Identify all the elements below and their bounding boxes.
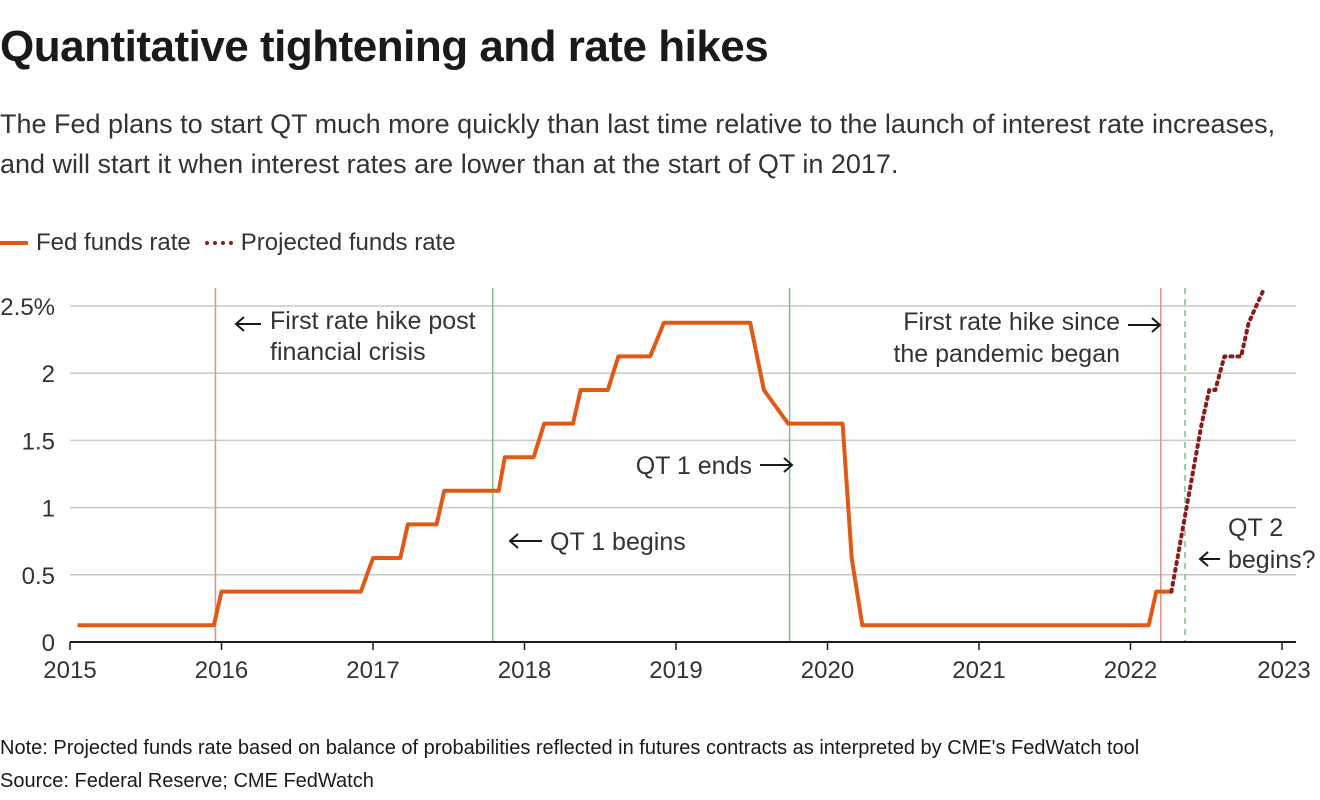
annotation-text: First rate hike post: [270, 307, 476, 335]
annotation-text: First rate hike since: [903, 308, 1120, 336]
annotation-text: QT 1 begins: [550, 528, 686, 556]
annotation: First rate hike post financial crisis: [234, 307, 476, 366]
y-tick-label: 1.5: [22, 428, 55, 455]
annotation: QT 1 ends: [636, 452, 794, 480]
x-tick-label: 2021: [952, 657, 1005, 684]
legend-label-projected: Projected funds rate: [240, 229, 456, 256]
chart-title: Quantitative tightening and rate hikes: [0, 22, 769, 71]
series-line-projected: [1169, 287, 1266, 594]
annotation: First rate hike since the pandemic began: [893, 308, 1162, 368]
source-text: Source: Federal Reserve; CME FedWatch: [0, 770, 374, 792]
legend-swatch-projected: [204, 241, 233, 245]
annotation-text: begins?: [1228, 546, 1316, 574]
y-tick-label: 0.5: [22, 563, 55, 590]
arrow-head-icon: [783, 457, 794, 473]
arrow-head-icon: [1198, 551, 1209, 567]
y-tick-label: 2: [42, 361, 55, 388]
annotation: QT 2 begins?: [1198, 514, 1316, 574]
series-line-fed-funds: [77, 320, 1172, 628]
annotation-text: QT 1 ends: [636, 452, 752, 480]
annotation: QT 1 begins: [508, 528, 686, 556]
arrow-head-icon: [508, 533, 519, 549]
arrow-head-icon: [234, 316, 245, 332]
x-tick-label: 2016: [195, 657, 248, 684]
y-tick-label: 2.5%: [0, 294, 55, 321]
x-tick-label: 2017: [346, 657, 399, 684]
legend: Fed funds rate Projected funds rate: [0, 226, 456, 260]
gridlines: [70, 305, 1296, 576]
series-lines: [77, 287, 1266, 628]
annotation-text: QT 2: [1228, 514, 1283, 542]
arrow-head-icon: [1151, 317, 1162, 333]
annotation-text: the pandemic began: [893, 340, 1120, 368]
footnotes: Note: Projected funds rate based on bala…: [0, 732, 1139, 798]
chart-subtitle: The Fed plans to start QT much more quic…: [0, 109, 1276, 179]
legend-swatch-fed-funds: [0, 241, 28, 245]
x-tick-label: 2015: [43, 657, 96, 684]
reference-lines: [214, 288, 1186, 642]
x-tick-label: 2018: [498, 657, 551, 684]
y-tick-label: 1: [42, 496, 55, 523]
x-tick-label: 2022: [1104, 657, 1157, 684]
legend-label-fed-funds: Fed funds rate: [36, 229, 191, 256]
x-tick-label: 2023: [1257, 657, 1310, 684]
x-tick-label: 2020: [801, 657, 854, 684]
annotations: First rate hike post financial crisis QT 1…: [234, 307, 1316, 574]
x-tick-label: 2019: [649, 657, 702, 684]
axes: 0 0.5 1 1.5 2 2.5% 2015 2016 2017 2018 2019 2020 202…: [0, 294, 1310, 684]
note-text: Note: Projected funds rate based on bala…: [0, 737, 1140, 759]
y-tick-label: 0: [42, 630, 55, 657]
annotation-text: financial crisis: [270, 338, 426, 366]
